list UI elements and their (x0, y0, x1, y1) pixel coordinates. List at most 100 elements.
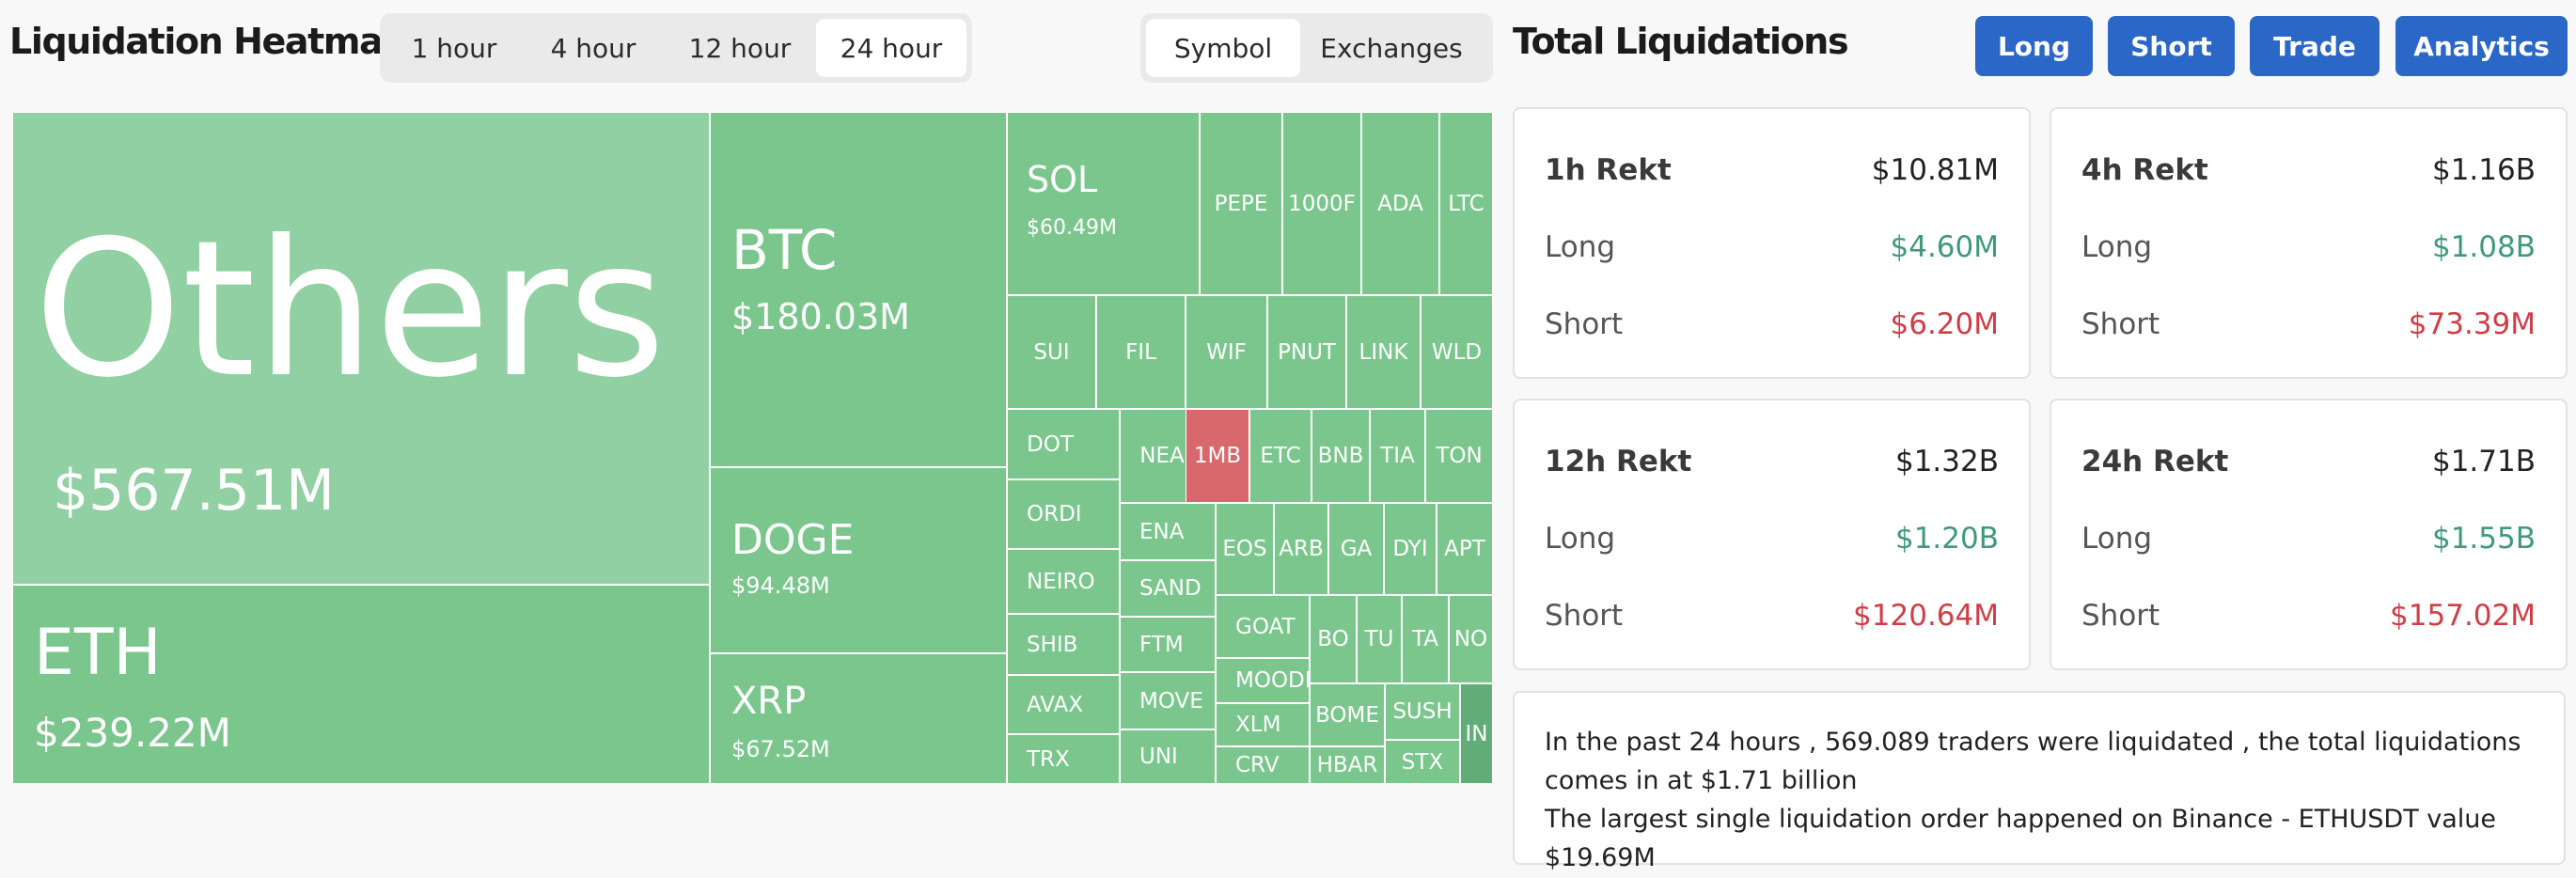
tile-symbol: MOODE (1235, 668, 1309, 693)
heatmap-tile-btc[interactable]: BTC $180.03M (710, 112, 1007, 467)
short-value: $73.39M (2408, 307, 2536, 341)
heatmap-tile-stx[interactable]: STX (1385, 740, 1460, 784)
heatmap-tile-dot[interactable]: DOT (1007, 409, 1120, 479)
tile-symbol: TIA (1380, 444, 1415, 468)
short-value: $157.02M (2390, 599, 2536, 633)
card-total: $1.71B (2431, 445, 2536, 478)
heatmap-tile-apt[interactable]: APT (1437, 503, 1493, 595)
tile-symbol: ETC (1260, 444, 1301, 468)
tile-symbol: FTM (1139, 632, 1184, 657)
heatmap-tile-ltc[interactable]: LTC (1439, 112, 1493, 295)
tab-12-hour[interactable]: 12 hour (688, 32, 792, 64)
heatmap-tile-hbar[interactable]: HBAR (1310, 746, 1385, 784)
heatmap-tile-others[interactable]: Others $567.51M (12, 112, 710, 585)
long-label: Long (1545, 230, 1616, 264)
tab-exchanges[interactable]: Exchanges (1320, 32, 1463, 64)
tab-4-hour[interactable]: 4 hour (550, 32, 636, 64)
heatmap-tile-ada[interactable]: ADA (1361, 112, 1439, 295)
heatmap-tile-moode[interactable]: MOODE (1216, 658, 1310, 703)
heatmap-tile-ga[interactable]: GA (1328, 503, 1384, 595)
tab-24-hour[interactable]: 24 hour (816, 19, 966, 77)
heatmap-tile-goat[interactable]: GOAT (1216, 595, 1310, 658)
heatmap-tile-bnb[interactable]: BNB (1312, 409, 1370, 503)
tile-symbol: ENA (1139, 519, 1185, 544)
tile-value: $239.22M (34, 710, 231, 756)
heatmap-tile-tu[interactable]: TU (1357, 595, 1402, 683)
tile-symbol: LTC (1448, 191, 1484, 216)
card-label: 12h Rekt (1545, 445, 1692, 478)
liquidation-summary: In the past 24 hours , 569.089 traders w… (1513, 691, 2566, 872)
heatmap-tile-sui[interactable]: SUI (1007, 295, 1096, 409)
heatmap-tile-ton[interactable]: TON (1425, 409, 1493, 503)
total-liquidations-title: Total Liquidations (1513, 21, 1849, 62)
heatmap-tile-in[interactable]: IN (1460, 683, 1493, 784)
heatmap-tile-eth[interactable]: ETH $239.22M (12, 585, 710, 784)
summary-traders-text: In the past 24 hours , 569.089 traders w… (1545, 728, 2521, 795)
heatmap-tile-ftm[interactable]: FTM (1120, 617, 1216, 672)
tile-value: $67.52M (731, 736, 830, 762)
long-label: Long (1545, 522, 1616, 556)
tile-symbol: PEPE (1214, 191, 1268, 216)
tile-symbol: TRX (1027, 746, 1070, 772)
tile-symbol: DOGE (731, 516, 855, 564)
tile-symbol: ETH (34, 616, 162, 690)
heatmap-tile-eos[interactable]: EOS (1216, 503, 1274, 595)
heatmap-tile-wif[interactable]: WIF (1186, 295, 1267, 409)
heatmap-tile-dyi[interactable]: DYI (1384, 503, 1437, 595)
tile-symbol: TU (1364, 627, 1394, 651)
heatmap-tile-trx[interactable]: TRX (1007, 734, 1120, 784)
long-value: $1.20B (1894, 522, 1999, 556)
tile-symbol: GA (1340, 537, 1373, 561)
heatmap-tile-sush[interactable]: SUSH (1385, 683, 1460, 740)
tile-symbol: PNUT (1278, 339, 1336, 365)
tab-1-hour[interactable]: 1 hour (411, 32, 497, 64)
heatmap-tile-xlm[interactable]: XLM (1216, 703, 1310, 746)
tile-symbol: BTC (731, 218, 838, 282)
heatmap-tile-1000f[interactable]: 1000F (1282, 112, 1361, 295)
heatmap-tile-bome[interactable]: BOME (1310, 683, 1385, 746)
grouping-tabs: Symbol Exchanges (1140, 13, 1493, 83)
heatmap-tile-etc[interactable]: ETC (1249, 409, 1312, 503)
tile-symbol: LINK (1359, 339, 1408, 365)
tile-symbol: EOS (1222, 537, 1267, 561)
heatmap-tile-ordi[interactable]: ORDI (1007, 479, 1120, 549)
rekt-card-1h: 1h Rekt $10.81M Long $4.60M Short $6.20M (1513, 107, 2031, 379)
heatmap-tile-doge[interactable]: DOGE $94.48M (710, 467, 1007, 653)
heatmap-tile-ta[interactable]: TA (1402, 595, 1449, 683)
heatmap-tile-uni[interactable]: UNI (1120, 729, 1216, 784)
heatmap-tile-bo[interactable]: BO (1310, 595, 1357, 683)
heatmap-tile-link[interactable]: LINK (1346, 295, 1421, 409)
tab-symbol[interactable]: Symbol (1146, 19, 1300, 77)
rekt-card-4h: 4h Rekt $1.16B Long $1.08B Short $73.39M (2050, 107, 2568, 379)
heatmap-tile-pepe[interactable]: PEPE (1200, 112, 1282, 295)
heatmap-tile-pnut[interactable]: PNUT (1267, 295, 1346, 409)
short-label: Short (1545, 599, 1624, 633)
tile-symbol: HBAR (1316, 753, 1378, 777)
timeframe-tabs: 1 hour 4 hour 12 hour 24 hour (380, 13, 972, 83)
rekt-card-24h: 24h Rekt $1.71B Long $1.55B Short $157.0… (2050, 399, 2568, 670)
heatmap-tile-no[interactable]: NO (1449, 595, 1493, 683)
heatmap-tile-arb[interactable]: ARB (1274, 503, 1328, 595)
tile-symbol: ORDI (1027, 502, 1082, 526)
heatmap-tile-avax[interactable]: AVAX (1007, 675, 1120, 734)
heatmap-tile-tia[interactable]: TIA (1370, 409, 1425, 503)
tile-symbol: SHIB (1027, 632, 1078, 657)
tile-symbol: SUI (1033, 339, 1070, 365)
rekt-card-12h: 12h Rekt $1.32B Long $1.20B Short $120.6… (1513, 399, 2031, 670)
heatmap-tile-sand[interactable]: SAND (1120, 560, 1216, 617)
short-button[interactable]: Short (2108, 16, 2235, 76)
heatmap-tile-shib[interactable]: SHIB (1007, 614, 1120, 675)
heatmap-tile-1mb[interactable]: 1MB (1186, 409, 1249, 503)
heatmap-tile-crv[interactable]: CRV (1216, 746, 1310, 784)
analytics-button[interactable]: Analytics (2395, 16, 2568, 76)
heatmap-tile-move[interactable]: MOVE (1120, 672, 1216, 729)
card-total: $1.32B (1894, 445, 1999, 478)
heatmap-tile-sol[interactable]: SOL $60.49M (1007, 112, 1200, 295)
trade-button[interactable]: Trade (2250, 16, 2380, 76)
heatmap-tile-fil[interactable]: FIL (1096, 295, 1186, 409)
heatmap-tile-neiro[interactable]: NEIRO (1007, 549, 1120, 614)
long-button[interactable]: Long (1975, 16, 2093, 76)
heatmap-tile-ena[interactable]: ENA (1120, 503, 1216, 560)
heatmap-tile-wld[interactable]: WLD (1421, 295, 1493, 409)
heatmap-tile-xrp[interactable]: XRP $67.52M (710, 653, 1007, 784)
